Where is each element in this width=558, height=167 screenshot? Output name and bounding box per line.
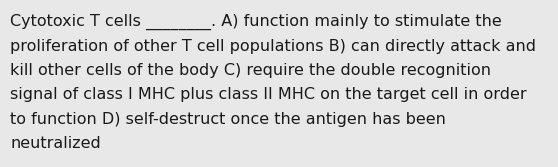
- Text: proliferation of other T cell populations B) can directly attack and: proliferation of other T cell population…: [10, 39, 536, 53]
- Text: kill other cells of the body C) require the double recognition: kill other cells of the body C) require …: [10, 63, 491, 78]
- Text: neutralized: neutralized: [10, 136, 101, 151]
- Text: Cytotoxic T cells ________. A) function mainly to stimulate the: Cytotoxic T cells ________. A) function …: [10, 14, 502, 30]
- Text: to function D) self-destruct once the antigen has been: to function D) self-destruct once the an…: [10, 112, 446, 127]
- Text: signal of class I MHC plus class II MHC on the target cell in order: signal of class I MHC plus class II MHC …: [10, 88, 527, 103]
